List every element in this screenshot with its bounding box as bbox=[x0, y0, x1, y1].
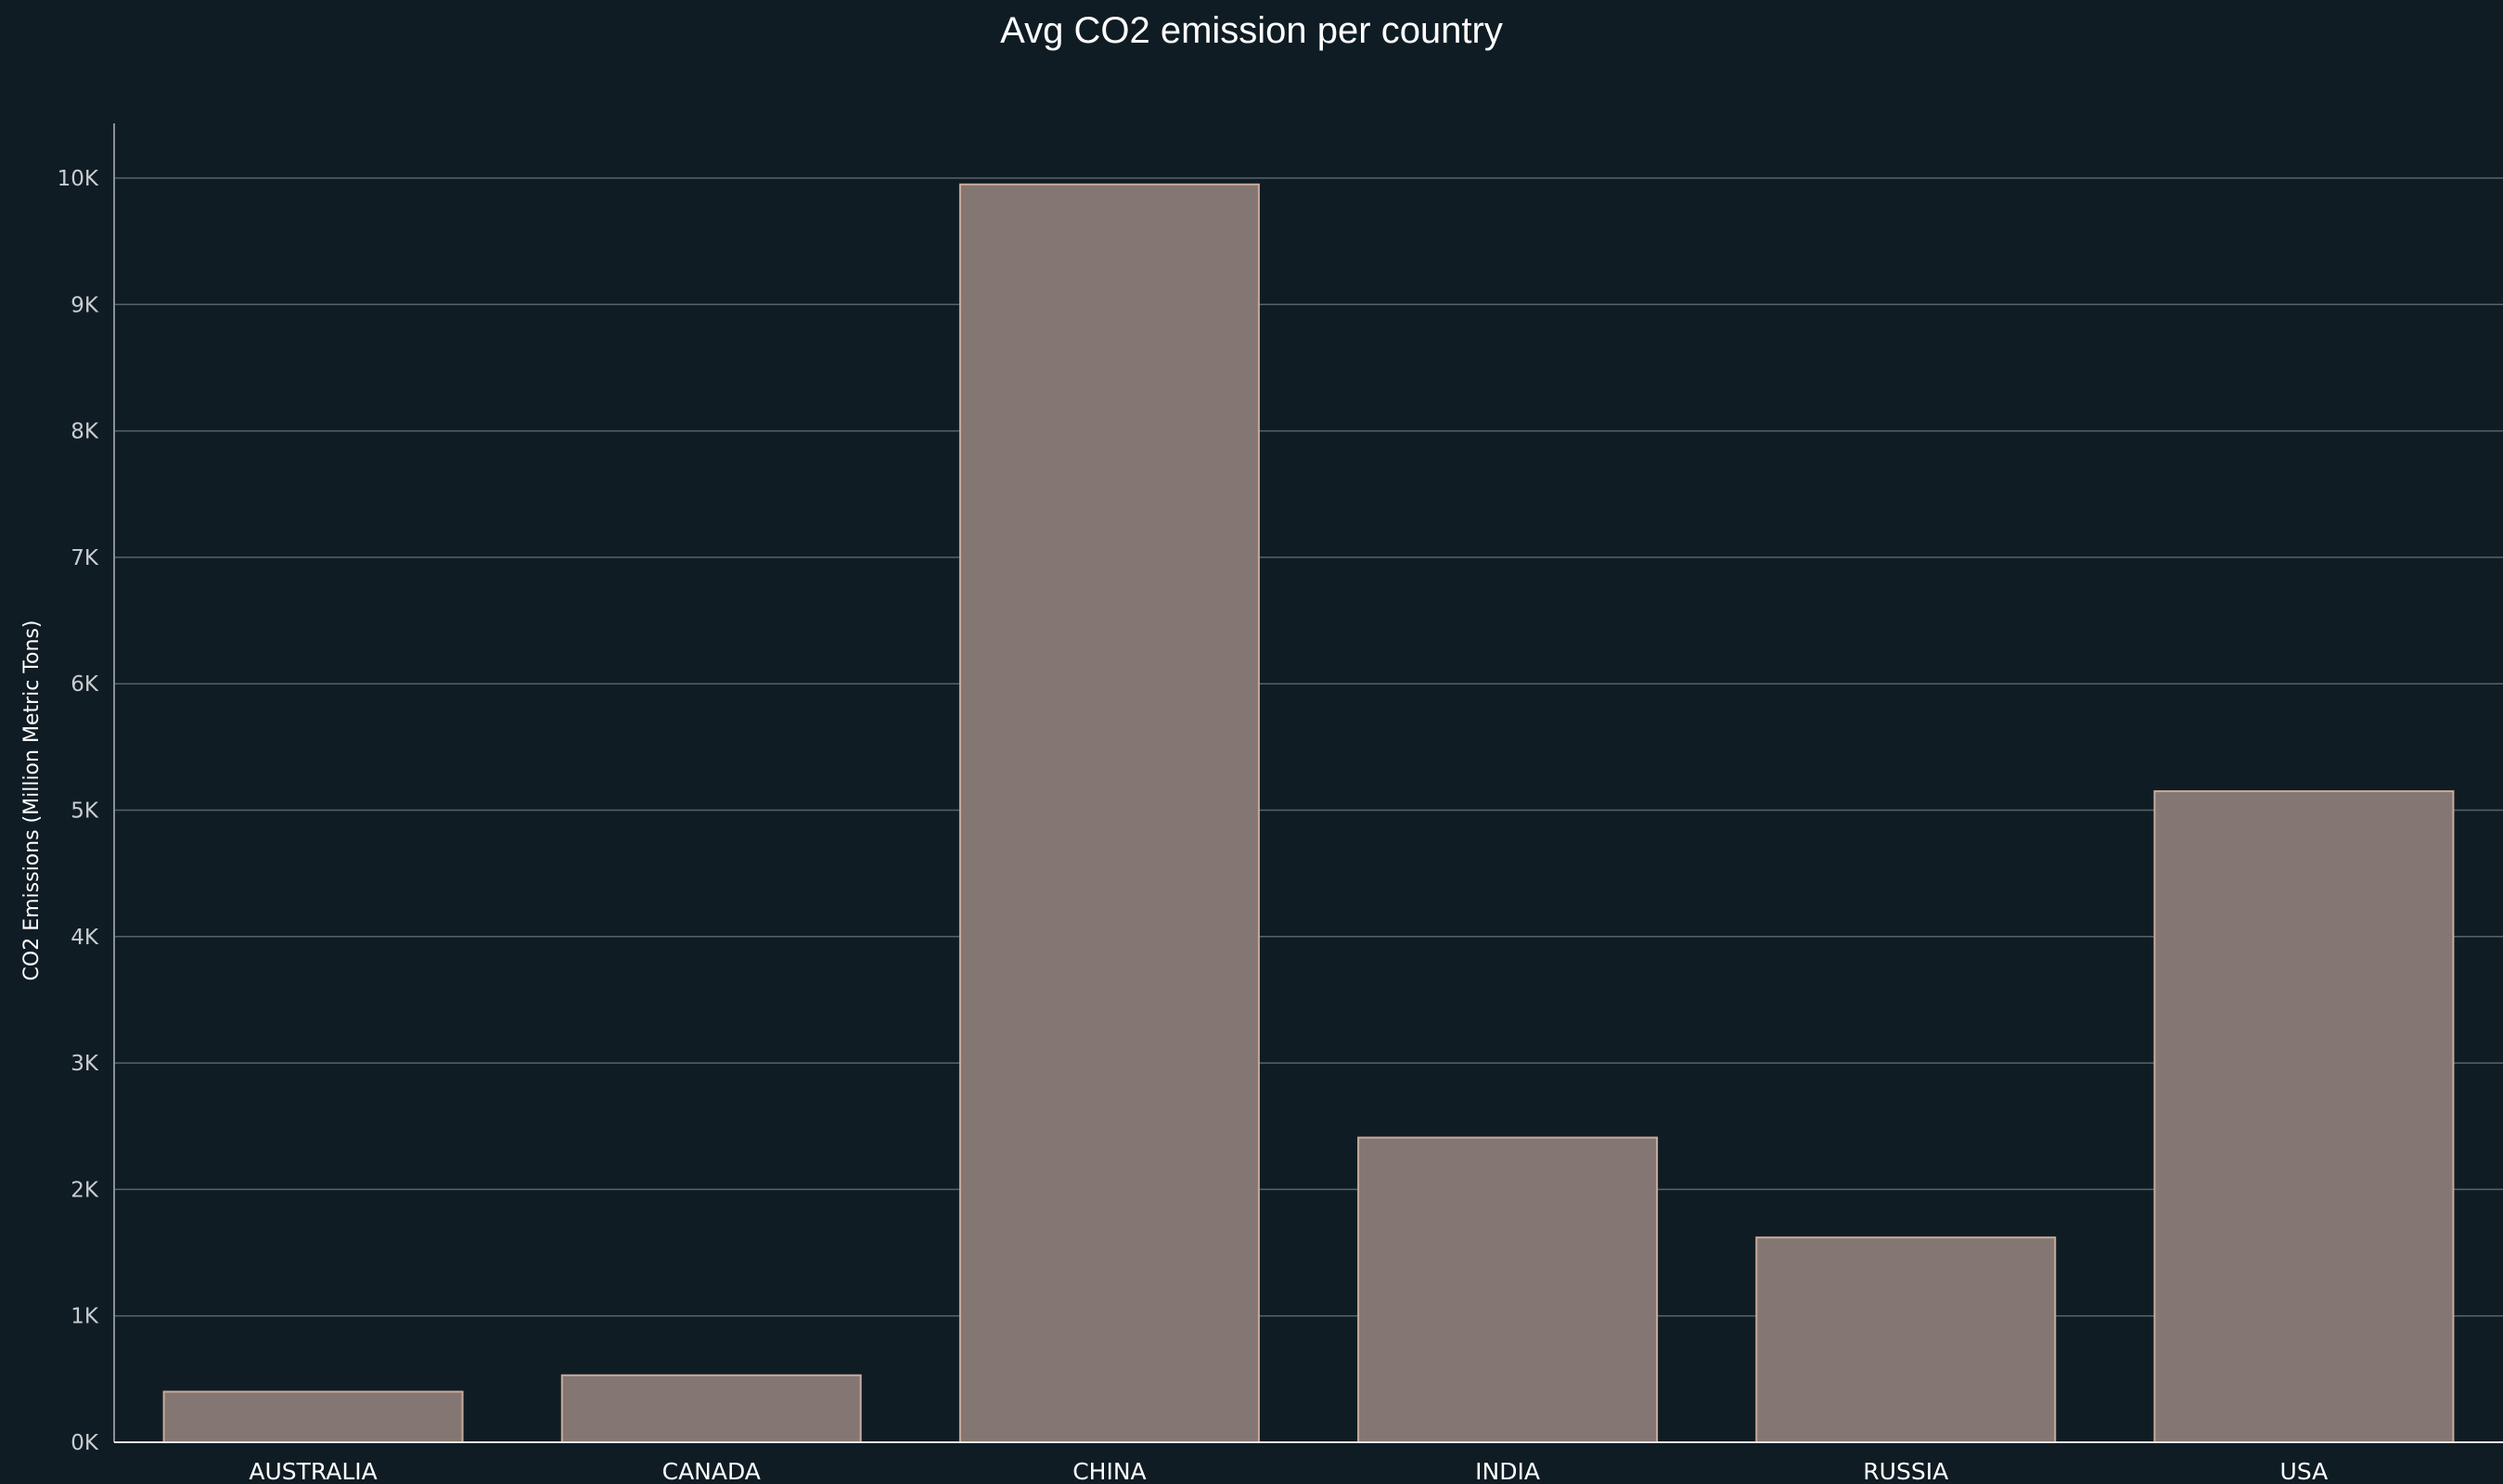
y-tick-label: 0K bbox=[71, 1431, 99, 1455]
y-tick-label: 9K bbox=[71, 293, 99, 317]
x-tick-label: CANADA bbox=[662, 1458, 761, 1484]
y-tick-label: 2K bbox=[71, 1178, 99, 1202]
x-axis-ticks: AUSTRALIA CANADA CHINA INDIA RUSSIA USA bbox=[249, 1458, 2328, 1484]
y-tick-label: 6K bbox=[71, 672, 99, 697]
x-tick-label: USA bbox=[2280, 1458, 2329, 1484]
y-axis-label: CO2 Emissions (Million Metric Tons) bbox=[20, 620, 44, 981]
x-tick-label: CHINA bbox=[1072, 1458, 1146, 1484]
bar-usa[interactable] bbox=[2153, 790, 2455, 1443]
bar-china[interactable] bbox=[958, 183, 1260, 1444]
y-tick-label: 1K bbox=[71, 1305, 99, 1329]
bar-australia[interactable] bbox=[162, 1390, 464, 1443]
y-tick-label: 4K bbox=[71, 926, 99, 950]
x-tick-label: RUSSIA bbox=[1863, 1458, 1948, 1484]
bar-canada[interactable] bbox=[560, 1374, 862, 1443]
x-tick-label: INDIA bbox=[1475, 1458, 1540, 1484]
y-tick-label: 7K bbox=[71, 546, 99, 570]
y-tick-label: 10K bbox=[58, 167, 99, 191]
y-axis-ticks: 0K 1K 2K 3K 4K 5K 6K 7K 8K 9K 10K bbox=[58, 167, 99, 1455]
y-tick-label: 3K bbox=[71, 1052, 99, 1076]
bar-india[interactable] bbox=[1357, 1136, 1659, 1443]
axes bbox=[113, 123, 2503, 1443]
x-tick-label: AUSTRALIA bbox=[249, 1458, 377, 1484]
y-tick-label: 5K bbox=[71, 800, 99, 824]
bars bbox=[162, 183, 2455, 1444]
chart-title: Avg CO2 emission per country bbox=[1000, 10, 1503, 51]
bar-russia[interactable] bbox=[1755, 1236, 2057, 1443]
gridlines bbox=[114, 177, 2503, 1317]
y-tick-label: 8K bbox=[71, 420, 99, 444]
